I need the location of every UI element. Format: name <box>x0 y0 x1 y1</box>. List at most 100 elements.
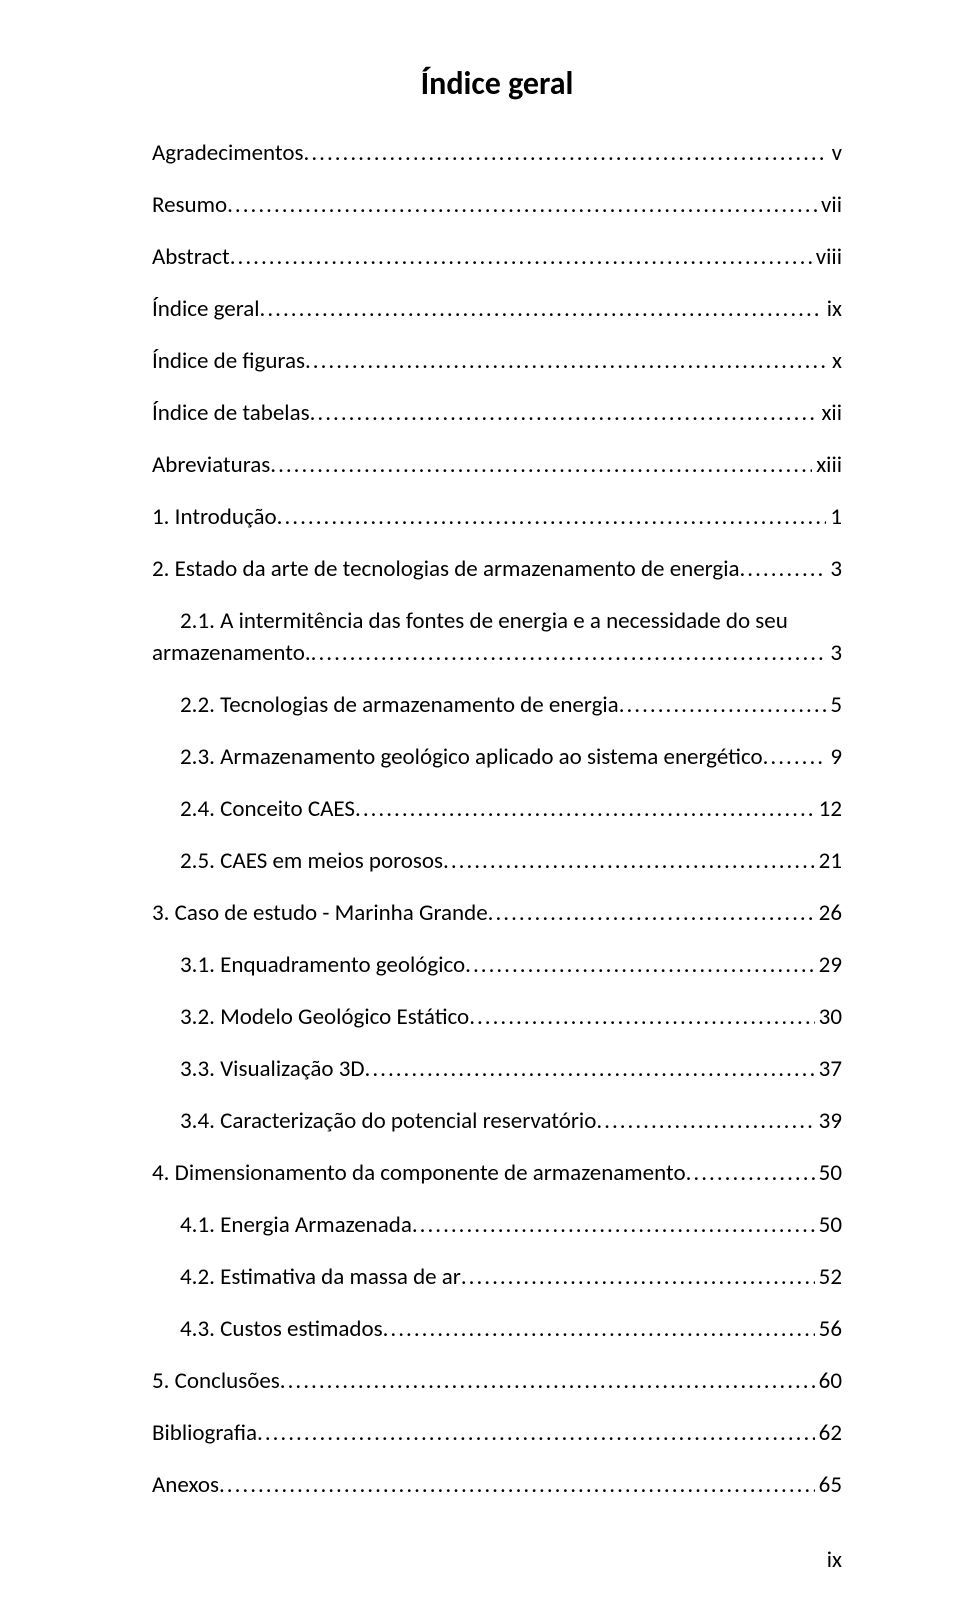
toc-entry-label: Bibliografia <box>152 1419 257 1447</box>
toc-entry-label: Agradecimentos <box>152 139 304 167</box>
toc-entry-page: xii <box>817 399 842 427</box>
toc-entry-label: 4.1. Energia Armazenada <box>180 1211 412 1239</box>
toc-entry-page: 1 <box>826 503 842 531</box>
toc-entry: Anexos 65 <box>152 1471 842 1499</box>
toc-entry-page: 3 <box>826 555 842 583</box>
toc-entry: 3.4. Caracterização do potencial reserva… <box>152 1107 842 1135</box>
toc-entry-label: Abstract <box>152 243 230 271</box>
toc-entry: 1. Introdução 1 <box>152 503 842 531</box>
toc-leader <box>619 691 827 719</box>
toc-entry: 4.2. Estimativa da massa de ar 52 <box>152 1263 842 1291</box>
toc-entry-page: 65 <box>815 1471 842 1499</box>
toc-entry: 3. Caso de estudo - Marinha Grande 26 <box>152 899 842 927</box>
toc-entry: Bibliografia 62 <box>152 1419 842 1447</box>
toc-entry-label: 1. Introdução <box>152 503 277 531</box>
toc-entry-wrap: armazenamento. 3 <box>152 639 842 667</box>
toc-entry: 4.3. Custos estimados 56 <box>152 1315 842 1343</box>
toc-entry-label: 2.3. Armazenamento geológico aplicado ao… <box>180 743 763 771</box>
toc-leader <box>304 139 828 167</box>
toc-leader <box>311 639 827 667</box>
toc-entry: 3.1. Enquadramento geológico 29 <box>152 951 842 979</box>
toc-leader <box>310 399 818 427</box>
toc-entry-page: viii <box>812 243 842 271</box>
toc-entry-page: 39 <box>815 1107 842 1135</box>
toc-leader <box>260 295 823 323</box>
toc-entry-page: 37 <box>815 1055 842 1083</box>
toc-entry-label: Índice de tabelas <box>152 399 310 427</box>
toc-entry: Índice de tabelas xii <box>152 399 842 427</box>
toc-entry-page: 56 <box>815 1315 842 1343</box>
toc-entry-label: Resumo <box>152 191 227 219</box>
toc-leader <box>686 1159 815 1187</box>
toc-entry: 5. Conclusões 60 <box>152 1367 842 1395</box>
toc-entry: 2.2. Tecnologias de armazenamento de ene… <box>152 691 842 719</box>
toc-entry-page: 3 <box>826 639 842 667</box>
toc-entry-label: 3. Caso de estudo - Marinha Grande <box>152 899 488 927</box>
toc-entry-page: 62 <box>815 1419 842 1447</box>
toc-leader <box>740 555 827 583</box>
toc-entry-page: 50 <box>815 1159 842 1187</box>
toc-leader <box>280 1367 815 1395</box>
toc-entry-label: 3.4. Caracterização do potencial reserva… <box>180 1107 596 1135</box>
toc-entry-label: Anexos <box>152 1471 219 1499</box>
toc-entry-label: 2.5. CAES em meios porosos <box>180 847 443 875</box>
toc-leader <box>412 1211 815 1239</box>
toc-entry-label: Abreviaturas <box>152 451 270 479</box>
toc-entry-label: 2.2. Tecnologias de armazenamento de ene… <box>180 691 619 719</box>
toc-entry: Abstract viii <box>152 243 842 271</box>
toc-entry-page: 50 <box>815 1211 842 1239</box>
toc-entry: Resumo vii <box>152 191 842 219</box>
toc-entry-page: 26 <box>815 899 842 927</box>
toc-entry-page: 5 <box>826 691 842 719</box>
toc-entry: 3.2. Modelo Geológico Estático 30 <box>152 1003 842 1031</box>
toc-entry-page: 30 <box>815 1003 842 1031</box>
toc-leader <box>443 847 815 875</box>
toc-leader <box>383 1315 815 1343</box>
toc-leader <box>227 191 817 219</box>
toc-entry: 2.4. Conceito CAES 12 <box>152 795 842 823</box>
toc-entry-label: 5. Conclusões <box>152 1367 280 1395</box>
table-of-contents: Agradecimentos v Resumo vii Abstract viii Í… <box>152 139 842 1499</box>
toc-entry-label: 4. Dimensionamento da componente de arma… <box>152 1159 686 1187</box>
toc-entry: 2.5. CAES em meios porosos 21 <box>152 847 842 875</box>
toc-entry-label: 3.1. Enquadramento geológico <box>180 951 465 979</box>
toc-leader <box>219 1471 815 1499</box>
toc-leader <box>277 503 827 531</box>
toc-entry-label: Índice de figuras <box>152 347 305 375</box>
toc-entry-page: 21 <box>815 847 842 875</box>
toc-leader <box>305 347 828 375</box>
page-number: ix <box>827 1546 842 1574</box>
toc-entry-page: v <box>828 139 842 167</box>
page: Índice geral Agradecimentos vResumo viiA… <box>0 0 960 1622</box>
toc-entry: 3.3. Visualização 3D 37 <box>152 1055 842 1083</box>
toc-entry-label: 2.4. Conceito CAES <box>180 795 355 823</box>
toc-entry: 4. Dimensionamento da componente de arma… <box>152 1159 842 1187</box>
toc-entry-label: 2. Estado da arte de tecnologias de arma… <box>152 555 740 583</box>
toc-entry-page: x <box>828 347 842 375</box>
toc-entry: Abreviaturas xiii <box>152 451 842 479</box>
toc-leader <box>596 1107 814 1135</box>
toc-leader <box>257 1419 815 1447</box>
toc-leader <box>488 899 815 927</box>
toc-entry-page: 9 <box>826 743 842 771</box>
toc-entry-label: 3.2. Modelo Geológico Estático <box>180 1003 469 1031</box>
toc-entry-label: Índice geral <box>152 295 260 323</box>
toc-entry-page: xiii <box>812 451 842 479</box>
toc-entry-page: ix <box>823 295 842 323</box>
toc-entry-wrap-label: armazenamento. <box>152 639 311 667</box>
toc-leader <box>270 451 812 479</box>
toc-leader <box>355 795 815 823</box>
toc-entry-page: 60 <box>815 1367 842 1395</box>
toc-entry-label: 4.3. Custos estimados <box>180 1315 383 1343</box>
toc-entry: Índice de figuras x <box>152 347 842 375</box>
toc-entry-page: 29 <box>815 951 842 979</box>
toc-leader <box>465 951 815 979</box>
toc-leader <box>469 1003 814 1031</box>
toc-entry-page: 52 <box>815 1263 842 1291</box>
toc-entry: 2.3. Armazenamento geológico aplicado ao… <box>152 743 842 771</box>
toc-entry: 4.1. Energia Armazenada 50 <box>152 1211 842 1239</box>
toc-leader <box>365 1055 815 1083</box>
toc-entry: Índice geral ix <box>152 295 842 323</box>
toc-entry-page: vii <box>817 191 842 219</box>
toc-entry-page: 12 <box>815 795 842 823</box>
